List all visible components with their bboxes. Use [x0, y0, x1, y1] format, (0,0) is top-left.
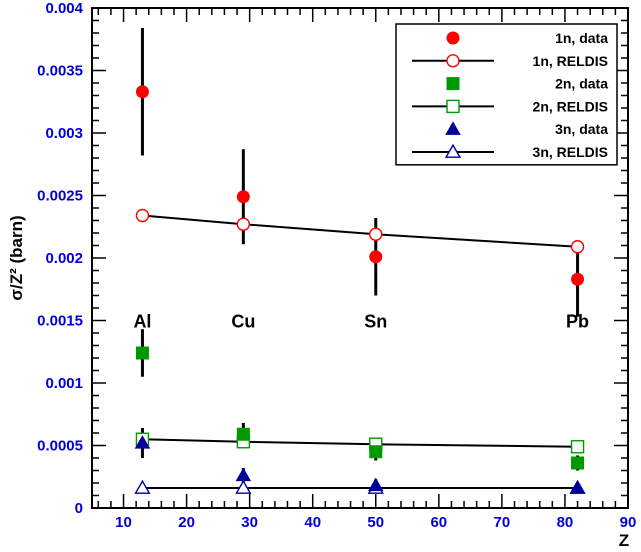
legend-label: 3n, RELDIS [533, 144, 608, 160]
x-tick-label: 40 [304, 514, 321, 531]
y-tick-label: 0.0015 [37, 313, 83, 330]
legend-marker [446, 31, 460, 45]
data-point [134, 435, 151, 449]
x-tick-label: 80 [557, 514, 574, 531]
legend-marker [446, 99, 460, 114]
legend: 1n, data 1n, RELDIS 2n, data 2n, RELDIS 3n, … [395, 23, 618, 166]
data-point [570, 240, 585, 254]
nucleus-label: Cu [231, 312, 255, 332]
y-tick-label: 0.003 [45, 125, 83, 142]
legend-marker [446, 54, 460, 68]
data-point [135, 346, 149, 360]
model-curve [142, 214, 578, 248]
y-tick-label: 0.001 [45, 375, 83, 392]
y-tick-label: 0 [75, 500, 83, 517]
x-tick-label: 30 [241, 514, 258, 531]
y-tick-label: 0.0005 [37, 438, 83, 455]
data-point [571, 272, 585, 286]
x-tick-label: 60 [430, 514, 447, 531]
data-point [570, 440, 585, 454]
series-lines [142, 214, 578, 489]
nucleus-label: Pb [566, 312, 589, 332]
data-markers [134, 85, 586, 494]
data-point [369, 445, 383, 459]
legend-label: 3n, data [555, 121, 608, 137]
legend-box [395, 23, 618, 166]
y-tick-label: 0.004 [45, 0, 83, 17]
legend-label: 2n, data [555, 76, 608, 92]
model-curve [142, 438, 578, 448]
legend-marker [444, 143, 462, 158]
y-tick-label: 0.002 [45, 250, 83, 267]
data-point [571, 456, 585, 470]
data-point [236, 427, 250, 441]
nucleus-label: Al [133, 312, 151, 332]
legend-marker [445, 121, 461, 135]
x-tick-labels: 10 20 30 40 50 60 70 80 90 [115, 514, 636, 531]
data-point [368, 477, 384, 492]
legend-label: 1n, RELDIS [533, 53, 608, 69]
data-point [369, 250, 383, 264]
x-axis-title: Z [619, 531, 629, 550]
y-tick-label: 0.0025 [37, 188, 83, 205]
x-tick-label: 10 [115, 514, 132, 531]
data-point [135, 85, 149, 99]
data-point [134, 479, 151, 494]
data-point [369, 227, 383, 241]
data-point [135, 208, 150, 223]
data-point [235, 467, 252, 482]
x-tick-label: 90 [620, 514, 637, 531]
x-tick-label: 20 [178, 514, 195, 531]
y-axis-title: σ/Z² (barn) [7, 215, 26, 300]
legend-label: 1n, data [555, 30, 608, 46]
nucleus-label: Sn [364, 312, 387, 332]
data-point [235, 479, 252, 494]
data-point [236, 217, 251, 231]
x-tick-label: 50 [367, 514, 384, 531]
legend-label: 2n, RELDIS [533, 98, 608, 114]
y-tick-label: 0.0035 [37, 63, 83, 80]
x-tick-label: 70 [494, 514, 511, 531]
legend-marker [446, 77, 460, 91]
y-tick-labels: 0 0.0005 0.001 0.0015 0.002 0.0025 0.003 0.0035… [37, 0, 84, 517]
data-point [569, 480, 586, 494]
data-point [236, 190, 250, 204]
axis-ticks [92, 7, 629, 509]
nucleus-labels: Al Cu Sn Pb [133, 312, 589, 332]
